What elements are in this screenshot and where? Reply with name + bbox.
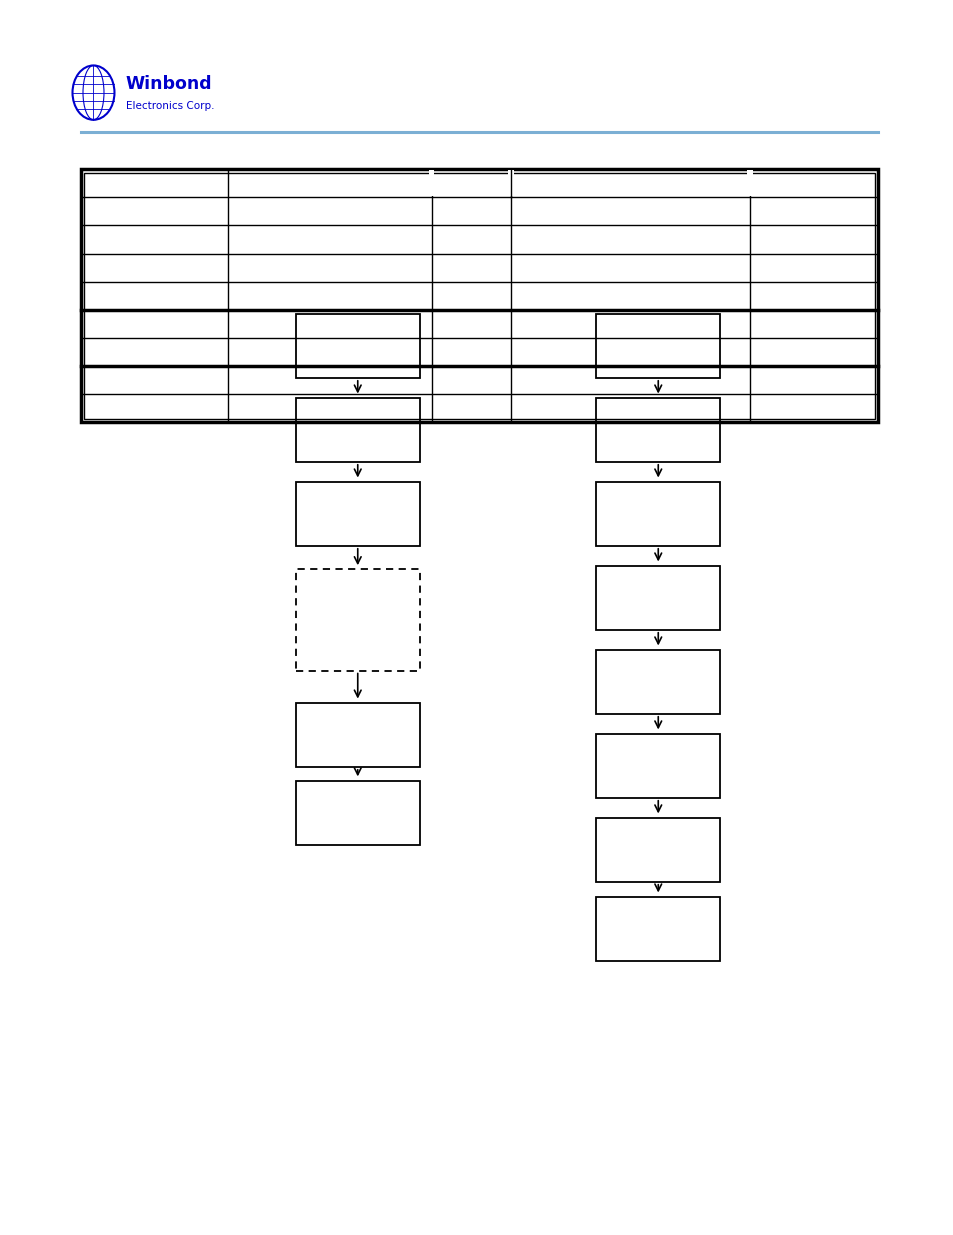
Bar: [428, 170, 434, 196]
Text: Winbond: Winbond: [126, 75, 213, 93]
Bar: [596, 566, 720, 630]
Bar: [295, 703, 419, 767]
Bar: [84, 173, 874, 419]
Bar: [596, 818, 720, 882]
Bar: [508, 170, 514, 196]
Bar: [596, 314, 720, 378]
Bar: [596, 650, 720, 714]
Bar: [295, 569, 419, 671]
Bar: [596, 482, 720, 546]
Bar: [295, 781, 419, 845]
Bar: [295, 482, 419, 546]
Bar: [295, 398, 419, 462]
Bar: [596, 897, 720, 961]
Bar: [295, 314, 419, 378]
Text: Electronics Corp.: Electronics Corp.: [126, 101, 214, 111]
Bar: [596, 398, 720, 462]
Bar: [746, 170, 752, 196]
Bar: [596, 734, 720, 798]
Bar: [81, 169, 877, 422]
